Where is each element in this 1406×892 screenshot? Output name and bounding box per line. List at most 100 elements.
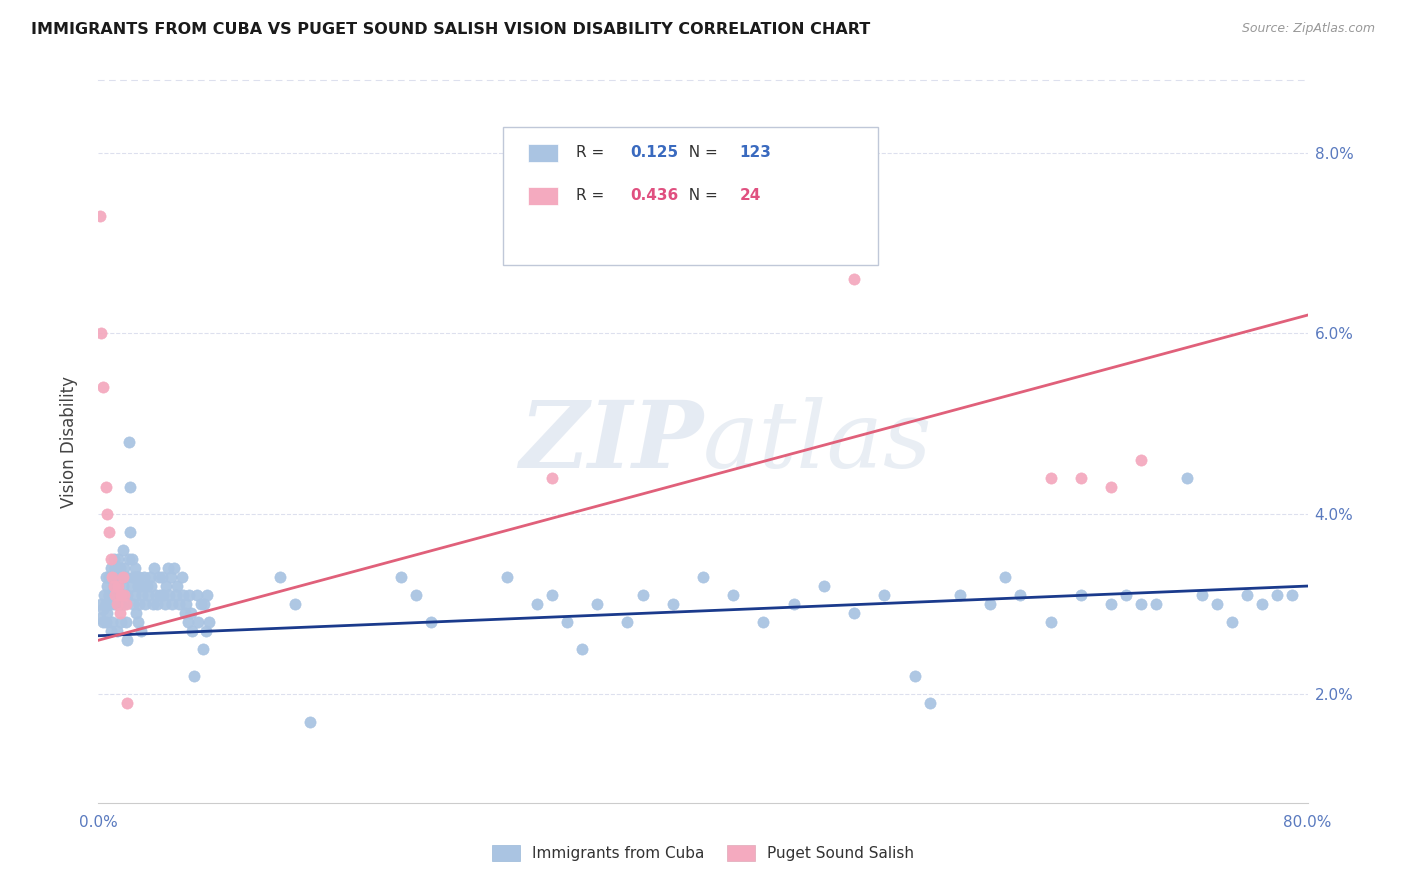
Point xyxy=(979,597,1001,611)
Point xyxy=(120,480,142,494)
Point xyxy=(190,597,212,611)
Point xyxy=(127,615,149,630)
Point xyxy=(194,624,217,639)
Point xyxy=(136,588,159,602)
Point xyxy=(420,615,443,630)
Point xyxy=(146,597,169,611)
Point xyxy=(170,570,193,584)
Point xyxy=(98,588,121,602)
Point xyxy=(122,570,145,584)
Point xyxy=(135,579,157,593)
Point xyxy=(124,561,146,575)
Point xyxy=(163,561,186,575)
Point xyxy=(1144,597,1167,611)
Point xyxy=(125,570,148,584)
Point xyxy=(115,633,138,648)
Point xyxy=(129,579,152,593)
Point xyxy=(93,588,115,602)
Point xyxy=(96,579,118,593)
Point xyxy=(1191,588,1213,602)
Point xyxy=(180,606,202,620)
Point xyxy=(165,588,187,602)
Point xyxy=(132,570,155,584)
Point xyxy=(269,570,291,584)
Text: Source: ZipAtlas.com: Source: ZipAtlas.com xyxy=(1241,22,1375,36)
Point xyxy=(1281,588,1303,602)
Legend: Immigrants from Cuba, Puget Sound Salish: Immigrants from Cuba, Puget Sound Salish xyxy=(486,839,920,867)
Point xyxy=(118,434,141,449)
Point xyxy=(143,561,166,575)
Point xyxy=(174,597,197,611)
Point xyxy=(160,570,183,584)
Point xyxy=(150,570,173,584)
Point xyxy=(91,601,114,615)
Point xyxy=(1099,597,1122,611)
Point xyxy=(121,579,143,593)
Point xyxy=(114,615,136,630)
Point xyxy=(844,606,866,620)
Point xyxy=(994,570,1017,584)
Point xyxy=(134,597,156,611)
Point xyxy=(145,588,167,602)
Point xyxy=(101,570,124,584)
Point xyxy=(112,561,135,575)
Point xyxy=(540,588,562,602)
Point xyxy=(571,642,593,657)
FancyBboxPatch shape xyxy=(503,128,879,265)
Point xyxy=(152,588,174,602)
Point xyxy=(112,597,135,611)
Point xyxy=(191,642,214,657)
Point xyxy=(616,615,638,630)
Point xyxy=(103,552,125,566)
FancyBboxPatch shape xyxy=(527,144,558,161)
Point xyxy=(105,624,128,639)
Point xyxy=(110,597,132,611)
Text: N =: N = xyxy=(679,145,723,160)
Point xyxy=(124,588,146,602)
Point xyxy=(1267,588,1289,602)
Text: 24: 24 xyxy=(740,188,761,203)
Point xyxy=(1236,588,1258,602)
Point xyxy=(125,606,148,620)
Point xyxy=(108,588,131,602)
Point xyxy=(114,570,136,584)
Point xyxy=(112,588,135,602)
Point xyxy=(162,597,184,611)
Point xyxy=(94,570,117,584)
Point xyxy=(90,597,112,611)
Point xyxy=(949,588,972,602)
Point xyxy=(159,588,181,602)
Point xyxy=(1010,588,1032,602)
Point xyxy=(107,552,129,566)
Point xyxy=(110,615,132,630)
Point xyxy=(405,588,427,602)
Point xyxy=(183,669,205,683)
Point xyxy=(142,597,165,611)
Point xyxy=(526,597,548,611)
Point xyxy=(96,507,118,521)
Text: 0.436: 0.436 xyxy=(630,188,679,203)
Point xyxy=(1130,597,1153,611)
Text: 0.125: 0.125 xyxy=(630,145,679,160)
Point xyxy=(100,552,122,566)
Point xyxy=(103,579,125,593)
Point xyxy=(91,380,114,394)
Point xyxy=(94,597,117,611)
Point xyxy=(166,579,188,593)
Point xyxy=(111,579,134,593)
Text: R =: R = xyxy=(576,145,609,160)
Text: 123: 123 xyxy=(740,145,770,160)
Point xyxy=(873,588,896,602)
Point xyxy=(783,597,806,611)
Point xyxy=(101,588,124,602)
Point xyxy=(723,588,745,602)
Point xyxy=(555,615,578,630)
Point xyxy=(752,615,775,630)
Point xyxy=(148,570,170,584)
Point xyxy=(105,570,128,584)
Point xyxy=(107,579,129,593)
Point xyxy=(844,272,866,286)
Point xyxy=(692,570,714,584)
Point xyxy=(110,570,132,584)
Point xyxy=(129,624,152,639)
